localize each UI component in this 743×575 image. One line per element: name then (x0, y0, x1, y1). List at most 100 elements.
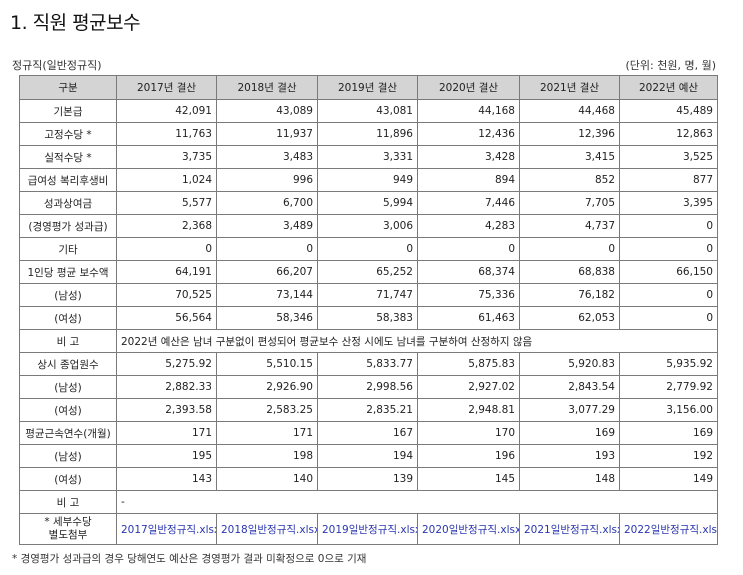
row-label: 평균근속연수(개월) (19, 421, 117, 445)
table-row: (남성) 2,882.33 2,926.90 2,998.56 2,927.02… (19, 375, 718, 399)
table-cell: 852 (519, 168, 620, 192)
table-cell: 12,863 (619, 122, 718, 146)
attachment-cell: 2022일반정규직.xlsx (619, 513, 718, 545)
table-cell: 0 (317, 237, 418, 261)
row-label: (남성) (19, 375, 117, 399)
table-cell: 149 (619, 467, 718, 491)
table-cell: 0 (619, 306, 718, 330)
table-cell: 68,374 (417, 260, 520, 284)
table-cell: 43,089 (216, 99, 318, 123)
row-label: 기본급 (19, 99, 117, 123)
table-row: 성과상여금 5,577 6,700 5,994 7,446 7,705 3,39… (19, 191, 718, 215)
note-label: 비 고 (19, 490, 117, 514)
table-cell: 148 (519, 467, 620, 491)
attachment-cell: 2019일반정규직.xlsx (317, 513, 418, 545)
header-2018: 2018년 결산 (216, 75, 318, 100)
table-cell: 2,835.21 (317, 398, 418, 422)
table-row: 기타 0 0 0 0 0 0 (19, 237, 718, 261)
table-cell: 61,463 (417, 306, 520, 330)
table-cell: 65,252 (317, 260, 418, 284)
table-cell: 66,150 (619, 260, 718, 284)
table-cell: 76,182 (519, 283, 620, 307)
row-label: 급여성 복리후생비 (19, 168, 117, 192)
table-cell: 3,395 (619, 191, 718, 215)
table-row: 급여성 복리후생비 1,024 996 949 894 852 877 (19, 168, 718, 192)
table-cell: 193 (519, 444, 620, 468)
note-text: 2022년 예산은 남녀 구분없이 편성되어 평균보수 산정 시에도 남녀를 구… (116, 329, 718, 353)
file-link-2022[interactable]: 2022일반정규직.xlsx (624, 523, 718, 536)
file-link-2018[interactable]: 2018일반정규직.xlsx (221, 523, 318, 536)
header-2017: 2017년 결산 (116, 75, 217, 100)
attachment-cell: 2020일반정규직.xlsx (417, 513, 520, 545)
table-cell: 3,156.00 (619, 398, 718, 422)
table-cell: 7,705 (519, 191, 620, 215)
attachment-cell: 2018일반정규직.xlsx (216, 513, 318, 545)
table-cell: 11,763 (116, 122, 217, 146)
table-cell: 167 (317, 421, 418, 445)
header-2021: 2021년 결산 (519, 75, 620, 100)
table-cell: 198 (216, 444, 318, 468)
file-link-2017[interactable]: 2017일반정규직.xlsx (121, 523, 217, 536)
table-cell: 169 (519, 421, 620, 445)
table-cell: 5,833.77 (317, 352, 418, 376)
table-row: (여성) 56,564 58,346 58,383 61,463 62,053 … (19, 306, 718, 330)
table-cell: 4,737 (519, 214, 620, 238)
table-cell: 11,937 (216, 122, 318, 146)
header-2019: 2019년 결산 (317, 75, 418, 100)
table-cell: 196 (417, 444, 520, 468)
unit-label: (단위: 천원, 명, 월) (625, 59, 717, 72)
table-cell: 45,489 (619, 99, 718, 123)
table-cell: 6,700 (216, 191, 318, 215)
row-label: 실적수당 * (19, 145, 117, 169)
table-cell: 7,446 (417, 191, 520, 215)
row-label: (남성) (19, 444, 117, 468)
note-text: - (116, 490, 718, 514)
header-row: 구분 2017년 결산 2018년 결산 2019년 결산 2020년 결산 2… (19, 75, 718, 100)
attachment-label-line2: 별도첨부 (48, 529, 88, 541)
table-row: 평균근속연수(개월) 171 171 167 170 169 169 (19, 421, 718, 445)
table-cell: 5,510.15 (216, 352, 318, 376)
table-cell: 1,024 (116, 168, 217, 192)
row-label: (경영평가 성과급) (19, 214, 117, 238)
table-cell: 0 (417, 237, 520, 261)
salary-table: 구분 2017년 결산 2018년 결산 2019년 결산 2020년 결산 2… (19, 75, 718, 545)
note-label: 비 고 (19, 329, 117, 353)
table-cell: 171 (116, 421, 217, 445)
table-cell: 949 (317, 168, 418, 192)
footnote: * 경영평가 성과급의 경우 당해연도 예산은 경영평가 결과 미확정으로 0으… (12, 553, 367, 565)
file-link-2021[interactable]: 2021일반정규직.xlsx (524, 523, 620, 536)
table-cell: 2,779.92 (619, 375, 718, 399)
table-cell: 877 (619, 168, 718, 192)
table-row: (여성) 143 140 139 145 148 149 (19, 467, 718, 491)
table-cell: 195 (116, 444, 217, 468)
table-cell: 73,144 (216, 283, 318, 307)
row-label: (남성) (19, 283, 117, 307)
table-cell: 5,994 (317, 191, 418, 215)
table-cell: 2,882.33 (116, 375, 217, 399)
table-cell: 3,525 (619, 145, 718, 169)
table-cell: 3,428 (417, 145, 520, 169)
row-label: 상시 종업원수 (19, 352, 117, 376)
table-cell: 68,838 (519, 260, 620, 284)
table-row: 1인당 평균 보수액 64,191 66,207 65,252 68,374 6… (19, 260, 718, 284)
table-cell: 3,006 (317, 214, 418, 238)
table-cell: 2,583.25 (216, 398, 318, 422)
file-link-2020[interactable]: 2020일반정규직.xlsx (422, 523, 520, 536)
row-label: (여성) (19, 398, 117, 422)
row-label: 1인당 평균 보수액 (19, 260, 117, 284)
table-cell: 0 (216, 237, 318, 261)
table-cell: 3,331 (317, 145, 418, 169)
attachment-row: * 세부수당 별도첨부 2017일반정규직.xlsx 2018일반정규직.xls… (19, 513, 718, 545)
table-cell: 171 (216, 421, 318, 445)
table-cell: 43,081 (317, 99, 418, 123)
table-cell: 3,077.29 (519, 398, 620, 422)
table-cell: 44,168 (417, 99, 520, 123)
table-row: 기본급 42,091 43,089 43,081 44,168 44,468 4… (19, 99, 718, 123)
table-cell: 71,747 (317, 283, 418, 307)
table-row: (여성) 2,393.58 2,583.25 2,835.21 2,948.81… (19, 398, 718, 422)
table-cell: 3,483 (216, 145, 318, 169)
file-link-2019[interactable]: 2019일반정규직.xlsx (322, 523, 418, 536)
attachment-cell: 2021일반정규직.xlsx (519, 513, 620, 545)
table-cell: 66,207 (216, 260, 318, 284)
header-2020: 2020년 결산 (417, 75, 520, 100)
